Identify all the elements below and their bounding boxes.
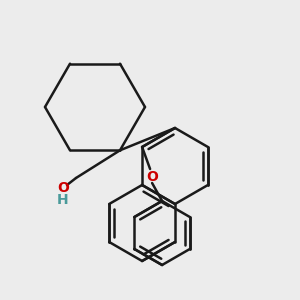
Text: O: O	[146, 170, 158, 184]
Text: O: O	[57, 181, 69, 195]
Text: H: H	[57, 193, 69, 207]
